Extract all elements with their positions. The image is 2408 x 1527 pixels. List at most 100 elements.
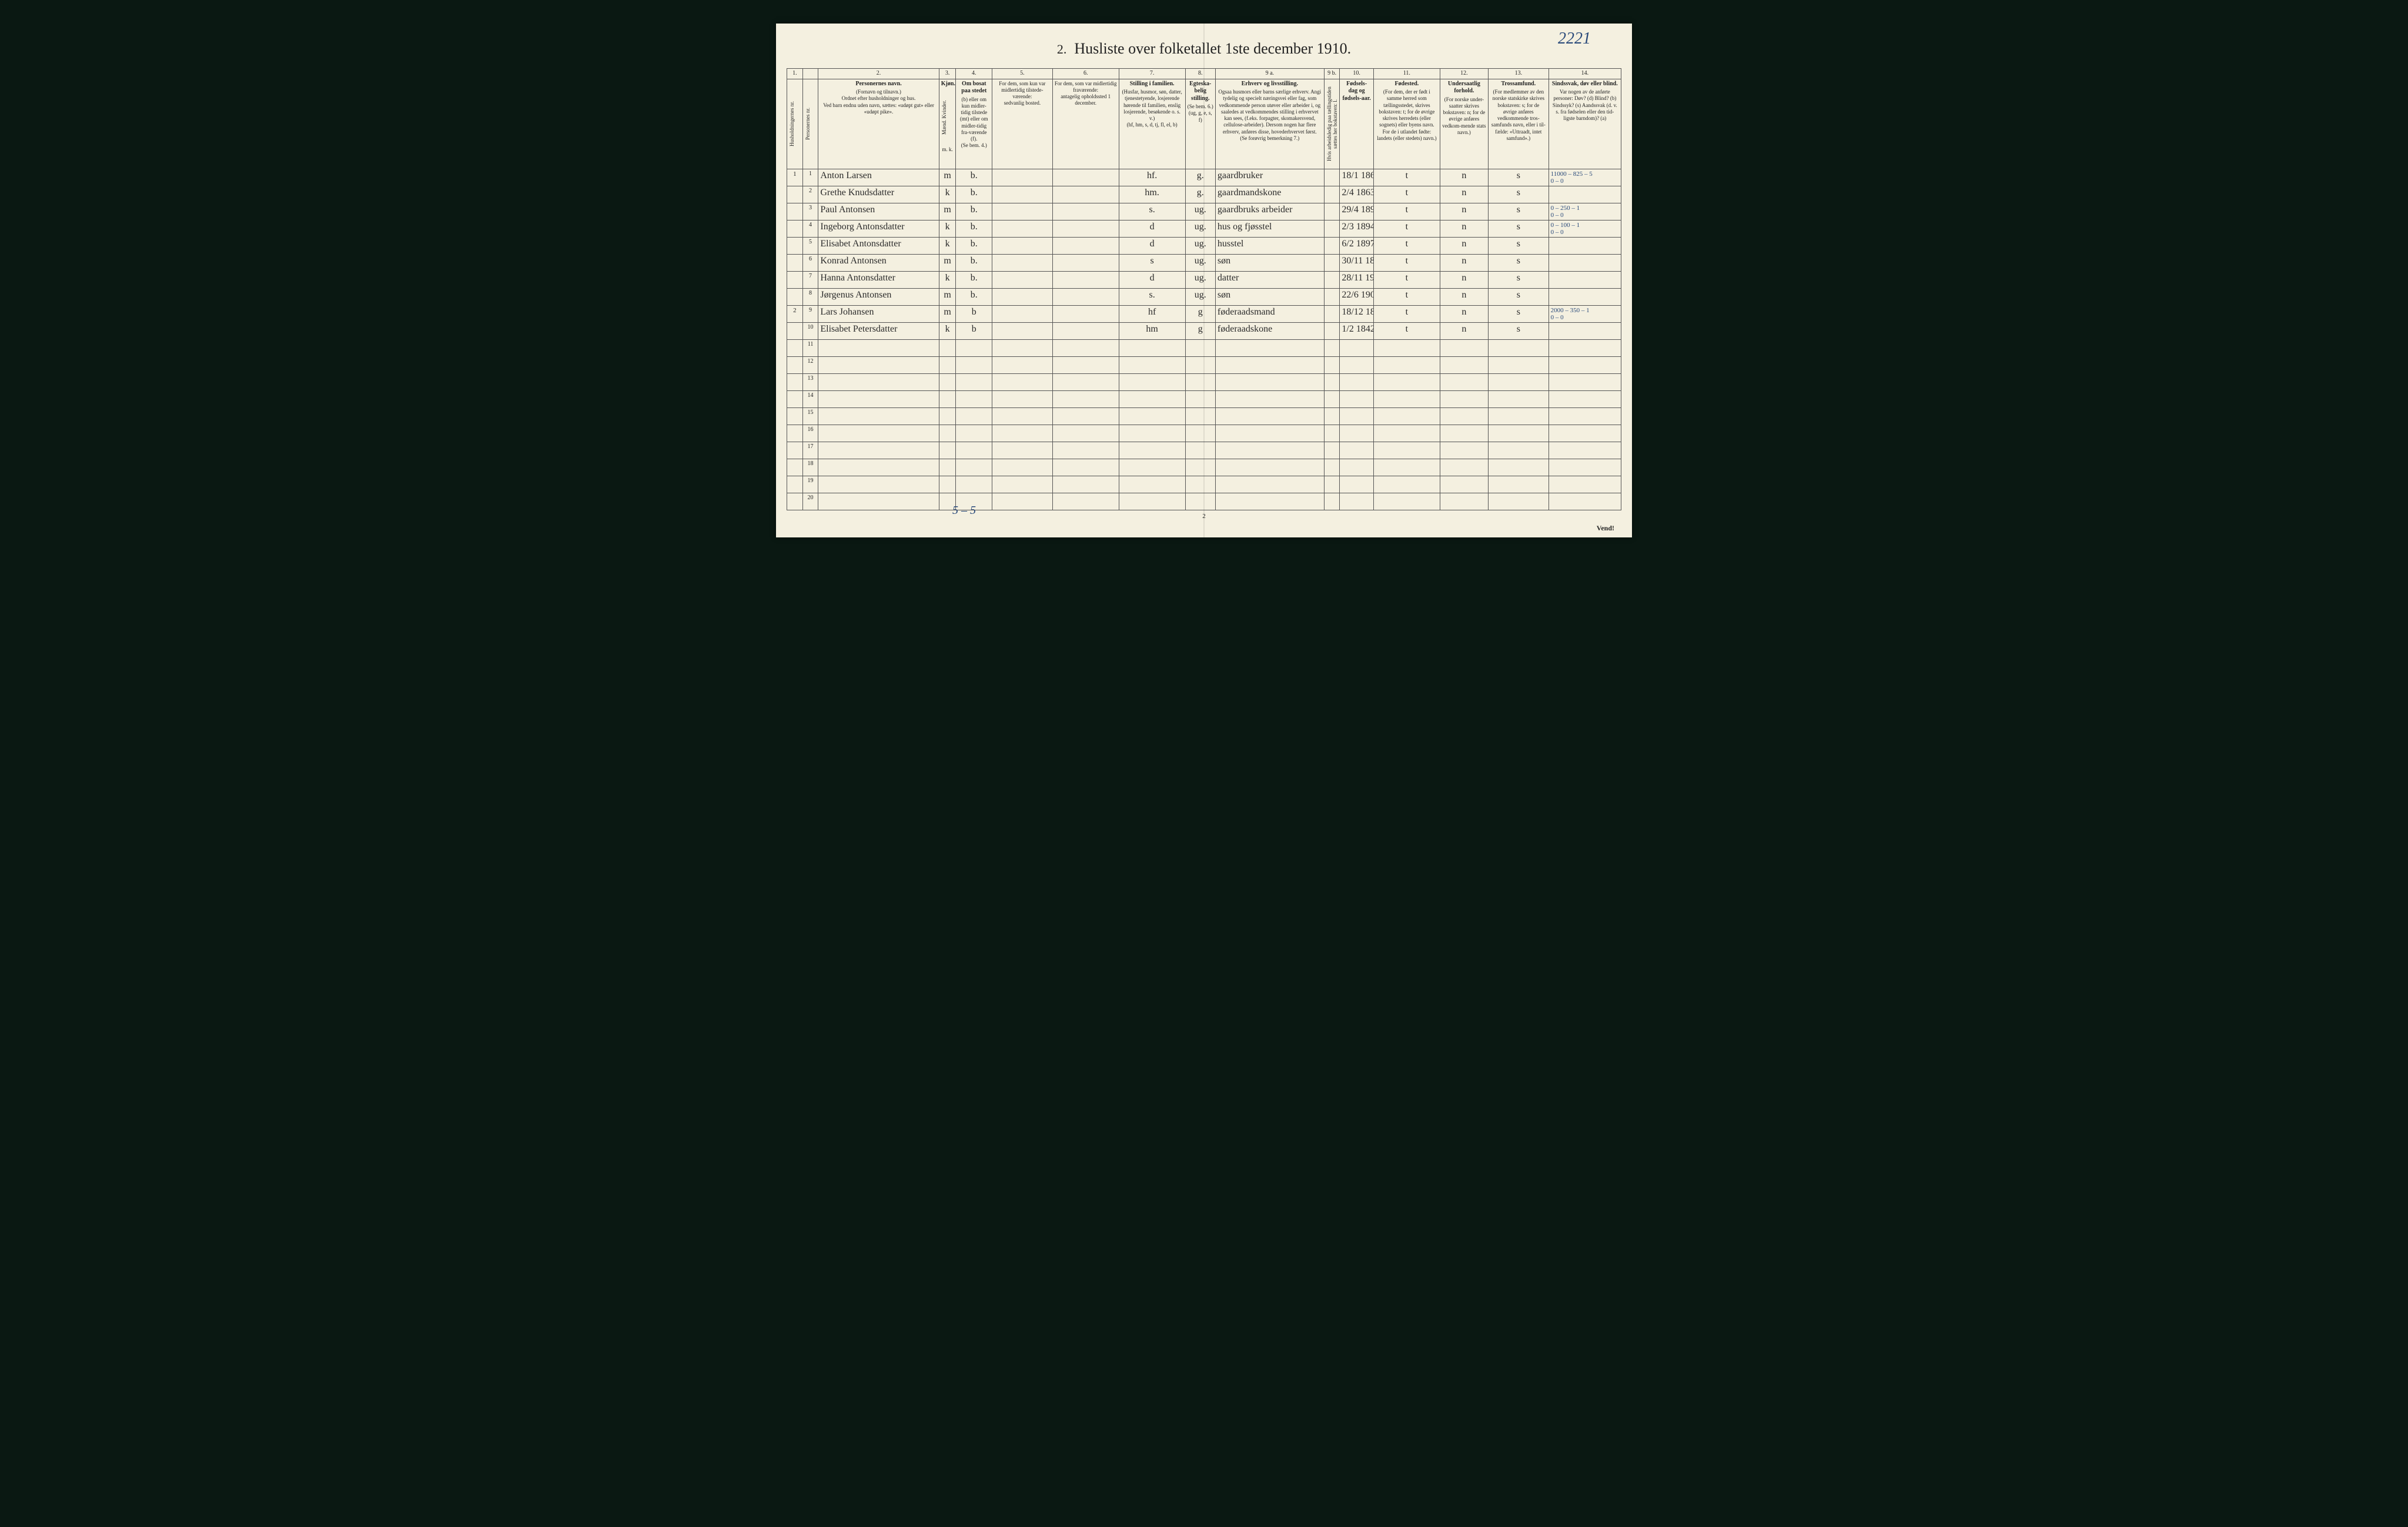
cell-c6	[1052, 391, 1119, 408]
cell-c13: s	[1488, 306, 1549, 323]
col10-header: Fødsels-dag og fødsels-aar.	[1340, 79, 1373, 169]
cell-pn: 10	[802, 323, 818, 340]
cell-sex	[939, 425, 956, 442]
cell-name: Anton Larsen	[818, 169, 939, 186]
cell-c13: s	[1488, 289, 1549, 306]
cell-fam: hm	[1119, 323, 1185, 340]
cell-c5	[992, 323, 1053, 340]
title-prefix: 2.	[1057, 42, 1067, 56]
cell-c9b	[1324, 323, 1340, 340]
column-number-cell: 3.	[939, 69, 956, 79]
cell-c12	[1440, 391, 1488, 408]
cell-c11: t	[1373, 238, 1440, 255]
cell-c11	[1373, 459, 1440, 476]
cell-hh	[787, 340, 803, 357]
cell-c14	[1549, 272, 1621, 289]
cell-c9b	[1324, 340, 1340, 357]
cell-mar	[1185, 391, 1215, 408]
cell-mar: g.	[1185, 169, 1215, 186]
cell-c5	[992, 357, 1053, 374]
cell-mar: g.	[1185, 186, 1215, 203]
cell-c13	[1488, 493, 1549, 510]
column-number-cell: 6.	[1052, 69, 1119, 79]
cell-mar	[1185, 459, 1215, 476]
cell-c13	[1488, 374, 1549, 391]
cell-pn: 14	[802, 391, 818, 408]
cell-mar	[1185, 442, 1215, 459]
cell-sex	[939, 476, 956, 493]
cell-pn: 4	[802, 220, 818, 237]
cell-c12: n	[1440, 323, 1488, 340]
cell-c14	[1549, 391, 1621, 408]
cell-sex: k	[939, 186, 956, 203]
cell-c14	[1549, 425, 1621, 442]
cell-c5	[992, 459, 1053, 476]
cell-fam: s	[1119, 255, 1185, 272]
cell-name: Grethe Knudsdatter	[818, 186, 939, 203]
cell-c6	[1052, 323, 1119, 340]
cell-pn: 17	[802, 442, 818, 459]
cell-sex	[939, 408, 956, 425]
cell-hh	[787, 459, 803, 476]
cell-c12: n	[1440, 220, 1488, 237]
cell-c6	[1052, 425, 1119, 442]
cell-c13: s	[1488, 203, 1549, 220]
cell-fam	[1119, 459, 1185, 476]
cell-mar: ug.	[1185, 203, 1215, 220]
cell-c9b	[1324, 493, 1340, 510]
cell-c5	[992, 272, 1053, 289]
cell-c13	[1488, 476, 1549, 493]
cell-c11: t	[1373, 289, 1440, 306]
cell-sex	[939, 442, 956, 459]
cell-c9b	[1324, 306, 1340, 323]
cell-res	[956, 374, 992, 391]
cell-sex	[939, 357, 956, 374]
cell-hh	[787, 493, 803, 510]
cell-birth: 22/6 1907	[1340, 289, 1373, 306]
cell-mar: ug.	[1185, 289, 1215, 306]
cell-c14	[1549, 340, 1621, 357]
col7-header: Stilling i familien. (Husfar, husmor, sø…	[1119, 79, 1185, 169]
cell-sex: m	[939, 289, 956, 306]
cell-birth: 18/1 1866	[1340, 169, 1373, 186]
cell-sex: m	[939, 169, 956, 186]
cell-sex: k	[939, 220, 956, 237]
title-text: Husliste over folketallet 1ste december …	[1074, 40, 1351, 57]
cell-pn: 5	[802, 238, 818, 255]
cell-pn: 20	[802, 493, 818, 510]
cell-c9b	[1324, 255, 1340, 272]
column-number-cell: 8.	[1185, 69, 1215, 79]
cell-c14	[1549, 476, 1621, 493]
cell-c12	[1440, 493, 1488, 510]
cell-c12: n	[1440, 186, 1488, 203]
cell-occ	[1215, 340, 1324, 357]
col9b-header: Hvis arbeidsledig paa tællingstiden sætt…	[1324, 79, 1340, 169]
cell-fam: d	[1119, 272, 1185, 289]
table-row: 16	[787, 425, 1621, 442]
cell-occ: gaardbruker	[1215, 169, 1324, 186]
column-number-cell: 10.	[1340, 69, 1373, 79]
cell-c11	[1373, 391, 1440, 408]
cell-birth: 29/4 1890	[1340, 203, 1373, 220]
cell-birth: 18/12 1831 +1	[1340, 306, 1373, 323]
col14-header: Sindssvak, døv eller blind. Var nogen av…	[1549, 79, 1621, 169]
cell-name: Jørgenus Antonsen	[818, 289, 939, 306]
cell-birth: 2/3 1894	[1340, 220, 1373, 237]
column-number-cell: 13.	[1488, 69, 1549, 79]
cell-c5	[992, 442, 1053, 459]
cell-c5	[992, 425, 1053, 442]
cell-name	[818, 357, 939, 374]
cell-hh: 2	[787, 306, 803, 323]
cell-c14	[1549, 238, 1621, 255]
cell-occ: datter	[1215, 272, 1324, 289]
cell-res	[956, 340, 992, 357]
cell-c11	[1373, 357, 1440, 374]
cell-name	[818, 442, 939, 459]
col8-header: Egteska-belig stilling. (Se bem. 6.) (ug…	[1185, 79, 1215, 169]
cell-mar	[1185, 374, 1215, 391]
cell-res: b.	[956, 220, 992, 237]
cell-c14	[1549, 493, 1621, 510]
cell-c6	[1052, 203, 1119, 220]
cell-pn: 13	[802, 374, 818, 391]
cell-name: Konrad Antonsen	[818, 255, 939, 272]
